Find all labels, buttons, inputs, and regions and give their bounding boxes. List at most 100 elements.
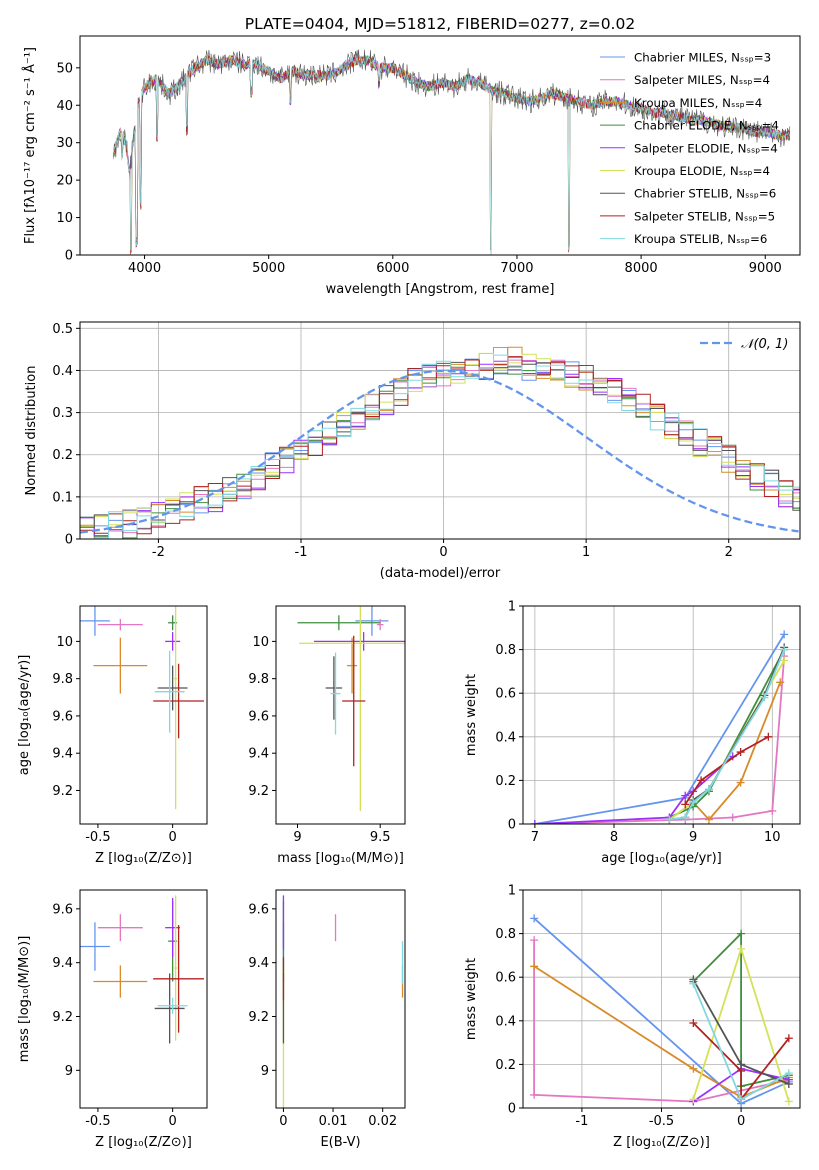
- weight-marker: [737, 944, 746, 953]
- y-tick-label: 9: [65, 1064, 73, 1079]
- x-tick-label: 9000: [749, 261, 782, 276]
- y-tick-label: 9.2: [248, 784, 269, 799]
- errorbar-point: [299, 606, 405, 811]
- errorbar-point: [154, 650, 185, 733]
- axes-frame: [275, 605, 406, 825]
- axes-frame: [79, 605, 208, 825]
- weight-marker: [736, 748, 745, 757]
- errorbar-point: [342, 635, 366, 767]
- y-tick-label: 1: [508, 600, 516, 615]
- weight-marker: [737, 929, 746, 938]
- y-tick-label: 20: [56, 174, 73, 189]
- weight-marker: [780, 656, 789, 665]
- y-tick-label: 0.6: [495, 971, 516, 986]
- legend: 𝒩(0, 1): [700, 337, 788, 352]
- weight-marker: [530, 962, 539, 971]
- spectrum-line: [113, 55, 791, 255]
- y-tick-label: 0.6: [495, 687, 516, 702]
- histogram-series: [80, 356, 800, 539]
- weight-marker: [704, 815, 713, 824]
- x-tick-label: 4000: [128, 261, 161, 276]
- figure-title: PLATE=0404, MJD=51812, FIBERID=0277, z=0…: [245, 15, 635, 33]
- spectrum-panel: 4000 5000 6000 7000 8000 9000 0 10 20 30 40 50 wavel…: [22, 35, 801, 297]
- y-tick-label: 9.2: [52, 1010, 73, 1025]
- weight-marker: [737, 1095, 746, 1104]
- weight-marker: [784, 1034, 793, 1043]
- y-tick-label: 9.4: [52, 747, 73, 762]
- mass-vs-ebv-panel: 0 0.01 0.02 9 9.2 9.4 9.6 E(B-V): [248, 889, 406, 1150]
- weight-marker: [689, 798, 698, 807]
- y-tick-label: 1: [508, 884, 516, 899]
- weight-marker: [704, 785, 713, 794]
- y-axis-label: age [log₁₀(age/yr)]: [17, 655, 32, 776]
- axes-frame: [275, 889, 406, 1109]
- y-tick-label: 30: [56, 136, 73, 151]
- x-axis-label: Z [log₁₀(Z/Z⊙)]: [95, 851, 192, 866]
- y-tick-label: 9.8: [52, 672, 73, 687]
- age-vs-Z-panel: -0.5 0 9.2 9.4 9.6 9.8 10 Z [log₁₀(Z/Z⊙)] age [l…: [17, 605, 208, 866]
- weight-series-line: [692, 931, 790, 1088]
- axes-frame: [522, 889, 801, 1109]
- errorbar-point: [165, 632, 181, 651]
- y-tick-label: 10: [252, 635, 269, 650]
- errorbar-point: [97, 619, 143, 631]
- histogram-series: [80, 354, 800, 539]
- spectrum-line: [113, 49, 791, 244]
- x-axis-label: age [log₁₀(age/yr)]: [601, 851, 722, 866]
- x-tick-label: 10: [764, 830, 781, 845]
- weight-marker: [665, 815, 674, 824]
- x-tick-label: 0: [439, 545, 447, 560]
- y-tick-label: 0.4: [52, 364, 73, 379]
- x-tick-label: 7000: [500, 261, 533, 276]
- errorbar-point: [153, 663, 205, 739]
- weight-marker: [784, 1069, 793, 1078]
- plot-layer: 4000 5000 6000 7000 8000 900001020304050wavel…: [17, 35, 801, 1150]
- weight-series-line: [668, 681, 782, 821]
- y-tick-label: 0.8: [495, 643, 516, 658]
- weight-marker: [681, 813, 690, 822]
- y-tick-label: 9.4: [248, 747, 269, 762]
- errorbar-point: [157, 997, 188, 1014]
- y-tick-label: 10: [56, 211, 73, 226]
- errorbar-point: [80, 922, 110, 971]
- errorbar-point: [93, 965, 148, 998]
- x-axis-label: Z [log₁₀(Z/Z⊙)]: [95, 1135, 192, 1150]
- x-tick-label: -2: [152, 545, 165, 560]
- legend-label: Kroupa MILES, Nₛₛₚ=4: [634, 96, 762, 110]
- x-tick-label: 8: [610, 830, 618, 845]
- y-tick-label: 0.5: [52, 322, 73, 337]
- errorbar-point: [154, 973, 185, 1044]
- weight-marker: [689, 1018, 698, 1027]
- y-tick-label: 0: [508, 1102, 516, 1117]
- y-axis-label: Flux [fλ10⁻¹⁷ erg cm⁻² s⁻¹ Å⁻¹]: [22, 47, 38, 244]
- legend-label: Chabrier MILES, Nₛₛₚ=3: [634, 51, 771, 65]
- y-tick-label: 9.6: [52, 902, 73, 917]
- weight-marker: [784, 1097, 793, 1106]
- errorbar-point: [174, 895, 178, 1041]
- residuals-marks: [80, 346, 800, 539]
- legend-label: Salpeter STELIB, Nₛₛₚ=5: [634, 209, 775, 223]
- y-tick-label: 0.4: [495, 1014, 516, 1029]
- weight-series-line: [684, 736, 769, 805]
- y-axis-label: Normed distribution: [24, 366, 39, 496]
- x-tick-label: -1: [295, 545, 308, 560]
- x-tick-label: 0: [168, 1114, 176, 1129]
- mass-vs-Z-marks: [80, 895, 205, 1044]
- weight-marker: [728, 813, 737, 822]
- y-tick-label: 9.8: [248, 672, 269, 687]
- y-tick-label: 50: [56, 61, 73, 76]
- weight-marker: [530, 820, 539, 824]
- y-axis-label: mass [log₁₀(M/M⊙)]: [17, 936, 32, 1063]
- errorbar-point: [157, 665, 188, 711]
- residuals-panel: -2 -1 0 1 2 0 0.1 0.2 0.3 0.4 0.5 (data-model)/erro…: [24, 321, 801, 581]
- x-tick-label: 0: [168, 830, 176, 845]
- normal-curve: [80, 369, 799, 534]
- y-tick-label: 9.6: [248, 709, 269, 724]
- legend-label: Kroupa STELIB, Nₛₛₚ=6: [634, 232, 767, 246]
- age-vs-Z-marks: [80, 606, 205, 810]
- legend-label: Chabrier STELIB, Nₛₛₚ=6: [634, 187, 776, 201]
- weight-marker: [530, 1090, 539, 1099]
- errorbar-point: [347, 637, 358, 694]
- y-axis-label: mass weight: [464, 958, 479, 1040]
